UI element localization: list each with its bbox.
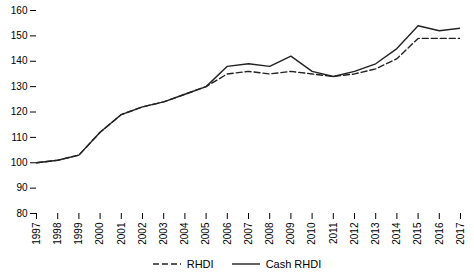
- svg-text:1997: 1997: [31, 222, 42, 245]
- svg-text:1998: 1998: [52, 222, 63, 245]
- svg-text:2009: 2009: [285, 222, 296, 245]
- svg-text:2016: 2016: [434, 222, 445, 245]
- svg-text:2008: 2008: [264, 222, 275, 245]
- svg-text:2003: 2003: [158, 222, 169, 245]
- svg-text:2010: 2010: [306, 222, 317, 245]
- html-text:Cash RHDI: Cash RHDI: [265, 258, 322, 270]
- svg-text:90: 90: [16, 182, 28, 193]
- svg-text:2007: 2007: [243, 222, 254, 245]
- svg-text:2012: 2012: [349, 222, 360, 245]
- svg-text:2001: 2001: [116, 222, 127, 245]
- svg-text:120: 120: [11, 106, 28, 117]
- svg-text:2011: 2011: [328, 222, 339, 244]
- svg-text:150: 150: [11, 30, 28, 41]
- svg-text:2017: 2017: [455, 222, 466, 245]
- html-text:RHDI: RHDI: [186, 258, 214, 270]
- svg-text:140: 140: [11, 55, 28, 66]
- svg-text:2006: 2006: [222, 222, 233, 245]
- svg-text:2000: 2000: [94, 222, 105, 245]
- svg-text:130: 130: [11, 81, 28, 92]
- svg-text:2015: 2015: [412, 222, 423, 245]
- svg-text:2013: 2013: [370, 222, 381, 245]
- svg-text:80: 80: [16, 208, 28, 219]
- svg-text:110: 110: [12, 132, 28, 143]
- svg-text:2005: 2005: [200, 222, 211, 245]
- svg-text:2004: 2004: [179, 222, 190, 245]
- svg-text:1999: 1999: [73, 222, 84, 245]
- svg-text:100: 100: [11, 157, 28, 168]
- svg-text:160: 160: [11, 5, 28, 16]
- svg-text:2014: 2014: [391, 222, 402, 245]
- svg-text:2002: 2002: [137, 222, 148, 245]
